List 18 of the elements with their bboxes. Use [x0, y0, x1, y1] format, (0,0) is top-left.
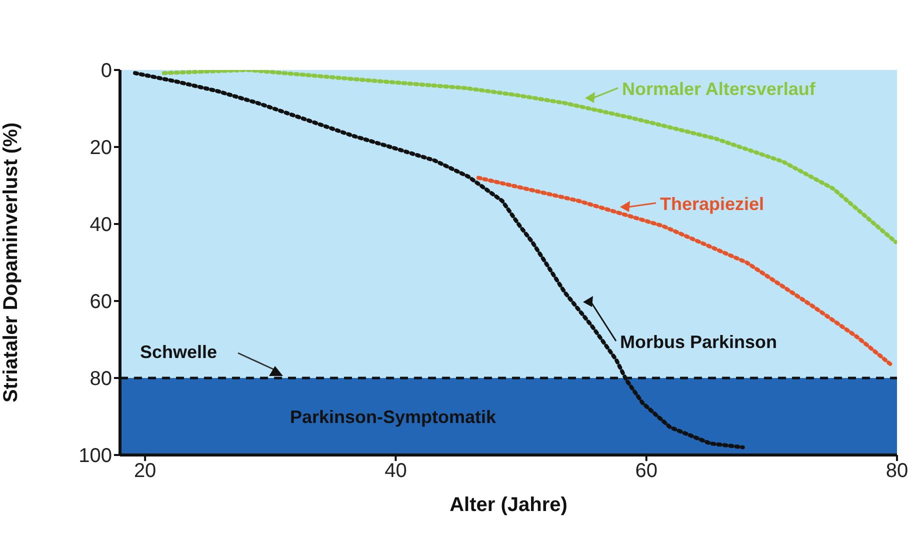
y-tick-label: 80 [90, 368, 112, 390]
legend-label: Normaler Altersverlauf [622, 79, 816, 99]
series-label: Morbus Parkinson [620, 332, 778, 352]
legend-label: Therapieziel [660, 194, 764, 214]
y-axis-title: Striataler Dopaminverlust (%) [0, 122, 22, 403]
x-tick-label: 40 [384, 460, 407, 482]
y-tick-label: 60 [90, 291, 112, 314]
y-tick-label: 20 [90, 137, 112, 160]
x-tick-label: 80 [886, 460, 908, 482]
band-label: Parkinson-Symptomatik [290, 406, 498, 427]
line-series [162, 70, 897, 244]
y-tick-label: 100 [78, 445, 112, 468]
ref-line-label: Schwelle [140, 342, 218, 362]
x-tick-label: 60 [635, 460, 658, 482]
y-tick-label: 0 [100, 60, 112, 82]
y-tick-label: 40 [90, 214, 112, 236]
x-tick-label: 20 [134, 460, 156, 482]
x-axis-title: Alter (Jahre) [450, 494, 568, 516]
